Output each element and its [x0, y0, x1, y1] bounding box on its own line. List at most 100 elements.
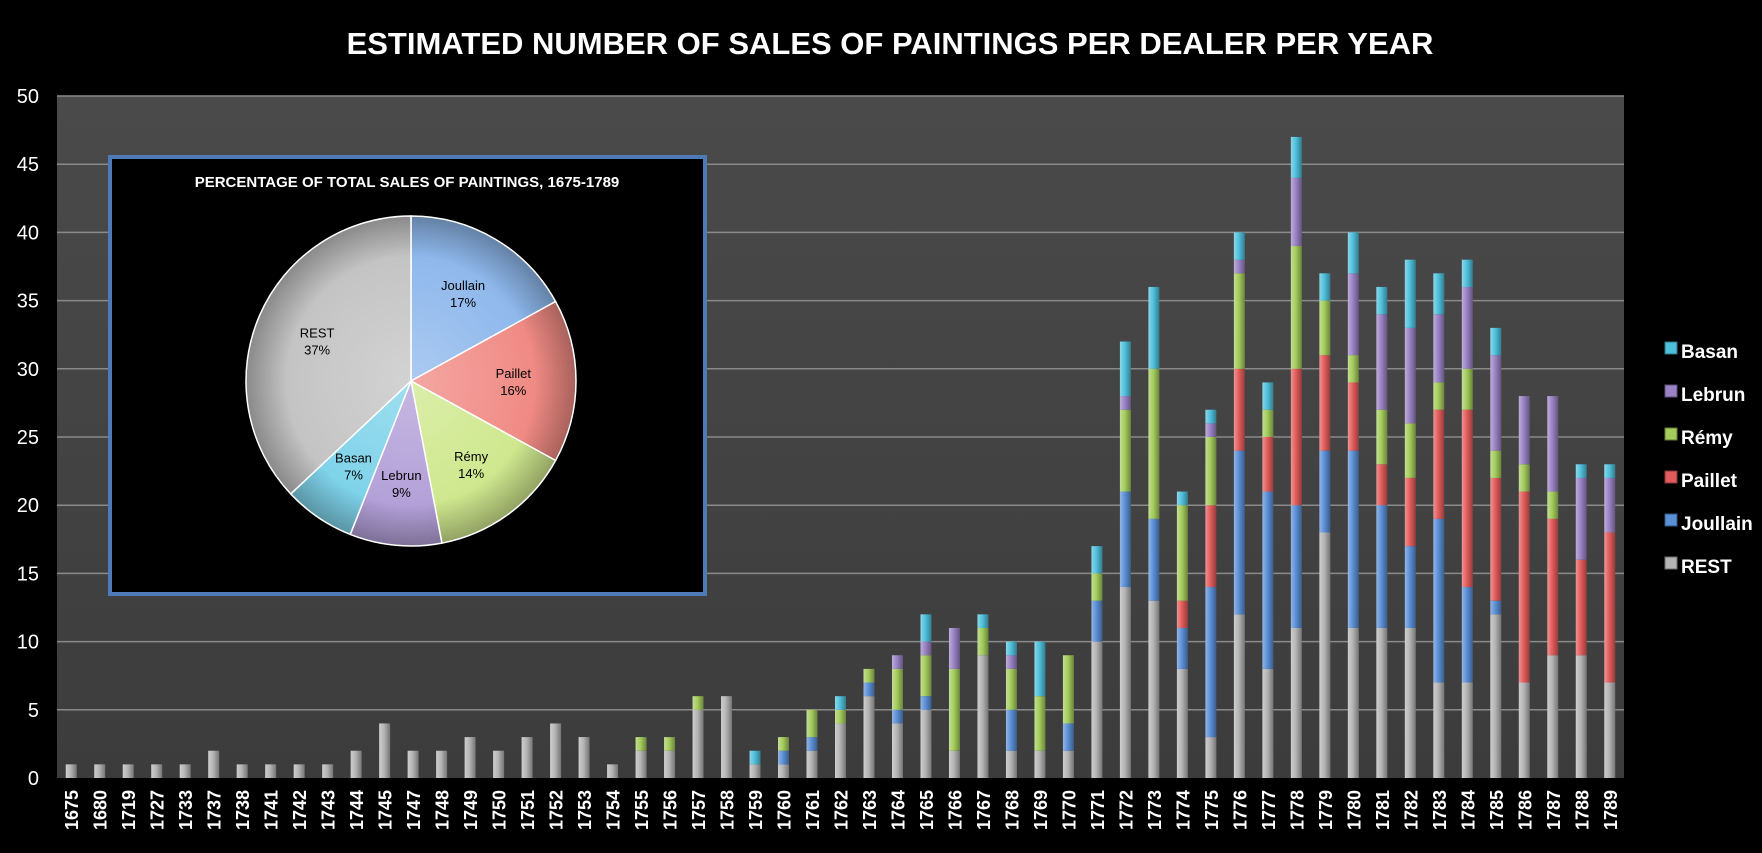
x-tick-label: 1787: [1544, 790, 1564, 830]
bar-segment-joullain-1777: [1262, 491, 1274, 669]
bar-segment-rest-1788: [1575, 655, 1587, 778]
x-tick-label: 1750: [490, 790, 510, 830]
x-tick-label: 1744: [347, 790, 367, 830]
bar-segment-paillet-1783: [1433, 409, 1445, 519]
x-tick-label: 1775: [1202, 790, 1222, 830]
y-tick-label: 50: [17, 86, 39, 108]
bar-segment-basan-1782: [1404, 259, 1416, 328]
bar-segment-rest-1770: [1062, 750, 1074, 778]
bar-segment-joullain-1779: [1319, 450, 1331, 533]
pie-slice-remy: [409, 379, 557, 544]
bar-segment-remy-1779: [1319, 300, 1331, 356]
bar-segment-remy-1768: [1005, 668, 1017, 710]
x-axis: 1675 1680 1719 1727 1733 1737 1738 1741 1742 1743…: [62, 790, 1621, 830]
bar-segment-remy-1772: [1119, 409, 1131, 492]
x-tick-label: 1737: [205, 790, 225, 830]
x-tick-label: 1760: [775, 790, 795, 830]
x-tick-label: 1765: [917, 790, 937, 830]
bar-segment-joullain-1781: [1376, 505, 1388, 628]
y-tick-label: 0: [28, 768, 39, 790]
bar-segment-rest-1680: [94, 764, 106, 778]
x-tick-label: 1776: [1230, 790, 1250, 830]
bar-segment-basan-1777: [1262, 382, 1274, 410]
x-tick-label: 1785: [1487, 790, 1507, 830]
x-tick-label: 1769: [1031, 790, 1051, 830]
pie-percent-paillet: 16%: [500, 383, 526, 398]
x-tick-label: 1747: [404, 790, 424, 830]
bar-segment-basan-1784: [1461, 259, 1473, 287]
bar-segment-remy-1784: [1461, 368, 1473, 410]
bar-segment-rest-1772: [1119, 587, 1131, 778]
x-tick-label: 1780: [1344, 790, 1364, 830]
y-tick-label: 25: [17, 427, 39, 449]
bar-segment-paillet-1782: [1404, 477, 1416, 547]
bar-segment-basan-1776: [1233, 232, 1245, 260]
bar-segment-remy-1757: [692, 696, 704, 710]
bar-segment-joullain-1771: [1091, 600, 1103, 642]
pie-percent-rest: 37%: [304, 342, 330, 357]
bar-segment-rest-1764: [891, 723, 903, 778]
x-tick-label: 1738: [233, 790, 253, 830]
x-tick-label: 1778: [1287, 790, 1307, 830]
bar-segment-remy-1777: [1262, 409, 1274, 437]
x-tick-label: 1784: [1458, 790, 1478, 830]
x-tick-label: 1755: [632, 790, 652, 830]
x-tick-label: 1757: [689, 790, 709, 830]
y-tick-label: 40: [17, 222, 39, 244]
bar-segment-rest-1754: [607, 764, 619, 778]
x-tick-label: 1781: [1373, 790, 1393, 830]
legend-label-paillet: Paillet: [1681, 471, 1738, 492]
pie-label-joullain: Joullain: [441, 278, 485, 293]
bar-segment-lebrun-1772: [1119, 396, 1131, 410]
bar-segment-lebrun-1775: [1205, 423, 1217, 437]
x-tick-label: 1774: [1173, 790, 1193, 830]
bar-segment-paillet-1789: [1604, 532, 1616, 683]
bar-segment-rest-1771: [1091, 641, 1103, 778]
bar-segment-rest-1783: [1433, 682, 1445, 778]
x-tick-label: 1771: [1088, 790, 1108, 830]
pie-chart: Joullain 17% Paillet 16% Rémy 14% Lebrun 9% Basa…: [245, 215, 577, 547]
bar-segment-rest-1777: [1262, 668, 1274, 778]
bar-segment-lebrun-1787: [1547, 396, 1559, 492]
bar-segment-rest-1757: [692, 709, 704, 778]
bar-segment-joullain-1761: [806, 737, 818, 751]
bar-segment-rest-1767: [977, 655, 989, 778]
bar-segment-joullain-1778: [1290, 505, 1302, 628]
x-tick-label: 1675: [62, 790, 82, 830]
bar-segment-basan-1773: [1148, 286, 1160, 369]
bar-segment-joullain-1764: [891, 709, 903, 724]
bar-segment-remy-1787: [1547, 491, 1559, 519]
x-tick-label: 1772: [1116, 790, 1136, 830]
bar-segment-lebrun-1765: [920, 641, 932, 656]
x-tick-label: 1762: [832, 790, 852, 830]
bar-segment-basan-1765: [920, 614, 932, 642]
bar-segment-remy-1755: [635, 737, 647, 751]
bar-segment-rest-1766: [948, 750, 960, 778]
bar-segment-remy-1761: [806, 709, 818, 738]
bar-segment-lebrun-1786: [1518, 396, 1530, 465]
pie-label-rest: REST: [300, 325, 335, 340]
bar-segment-paillet-1788: [1575, 559, 1587, 656]
x-tick-label: 1758: [718, 790, 738, 830]
x-tick-label: 1773: [1145, 790, 1165, 830]
bars-group: [65, 136, 1616, 778]
bar-segment-lebrun-1768: [1005, 655, 1017, 669]
pie-label-paillet: Paillet: [496, 366, 532, 381]
bar-segment-remy-1783: [1433, 382, 1445, 410]
bar-segment-joullain-1784: [1461, 587, 1473, 683]
bar-segment-rest-1756: [664, 750, 676, 778]
bar-segment-joullain-1774: [1176, 627, 1188, 669]
pie-percent-basan: 7%: [344, 468, 363, 483]
bar-segment-basan-1769: [1034, 641, 1046, 697]
bar-segment-rest-1768: [1005, 750, 1017, 778]
bar-segment-remy-1756: [664, 737, 676, 751]
pie-label-remy: Rémy: [454, 449, 488, 464]
bar-segment-paillet-1787: [1547, 518, 1559, 656]
bar-segment-lebrun-1766: [948, 627, 960, 669]
bar-segment-remy-1778: [1290, 246, 1302, 369]
bar-segment-rest-1769: [1034, 750, 1046, 778]
bar-segment-joullain-1772: [1119, 491, 1131, 588]
bar-segment-rest-1782: [1404, 627, 1416, 778]
legend-label-remy: Rémy: [1681, 428, 1733, 449]
x-tick-label: 1753: [575, 790, 595, 830]
